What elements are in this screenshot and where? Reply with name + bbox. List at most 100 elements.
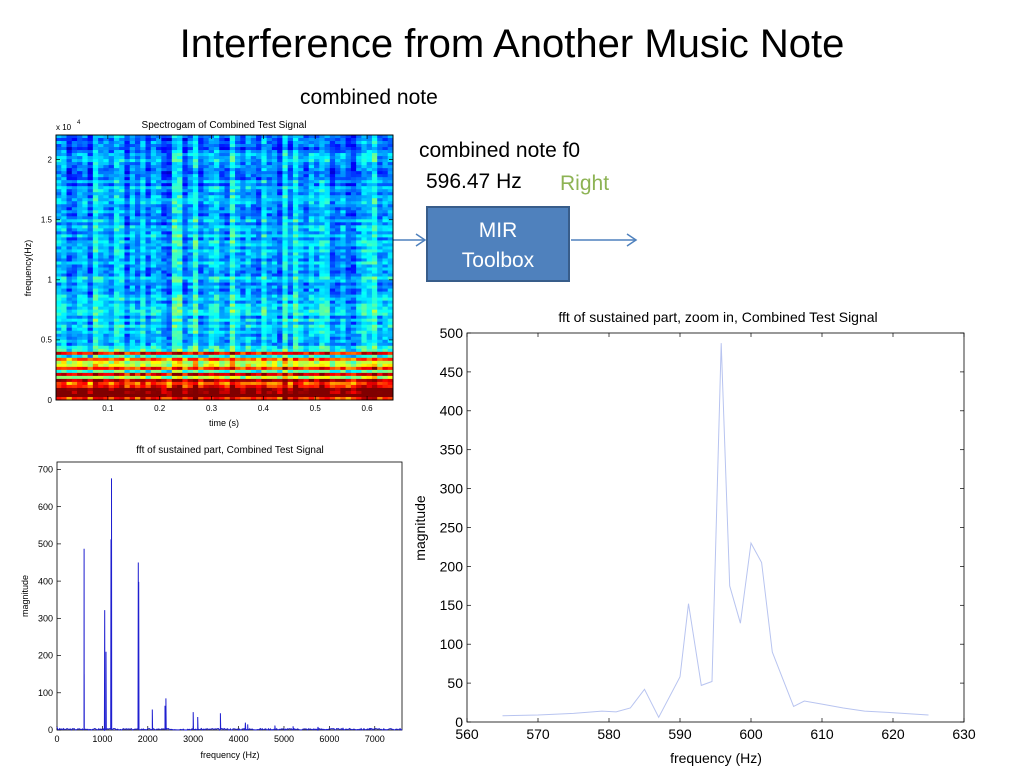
spectrogram-cell	[356, 240, 362, 244]
spectrogram-cell	[192, 351, 199, 356]
spectrogram-cell	[56, 252, 62, 256]
spectrogram-cell	[82, 183, 88, 187]
spectrogram-cell	[303, 318, 310, 323]
spectrogram-cell	[271, 156, 278, 160]
spectrogram-cell	[140, 333, 146, 338]
spectrogram-cell	[356, 360, 362, 365]
spectrogram-cell	[192, 360, 199, 365]
spectrogram-cell	[366, 228, 373, 232]
spectrogram-cell	[134, 321, 141, 326]
spectrogram-cell	[161, 138, 167, 142]
spectrogram-cell	[177, 177, 183, 181]
spectrogram-cell	[56, 339, 62, 344]
spectrogram-cell	[340, 156, 347, 160]
spectrogram-cell	[287, 267, 294, 271]
spectrogram-cell	[319, 165, 325, 169]
spectrogram-cell	[150, 303, 157, 308]
spectrogram-cell	[61, 348, 67, 353]
spectrogram-cell	[166, 216, 173, 220]
spectrogram-cell	[66, 285, 73, 289]
spectrogram-cell	[203, 207, 210, 211]
spectrogram-cell	[266, 189, 273, 193]
spectrogram-cell	[103, 192, 110, 196]
spectrogram-cell	[235, 213, 241, 217]
spectrogram-cell	[277, 312, 283, 317]
spectrogram-cell	[350, 138, 357, 142]
spectrogram-cell	[71, 171, 78, 175]
spectrogram-cell	[256, 198, 262, 202]
spectrogram-cell	[156, 339, 162, 344]
spectrogram-cell	[371, 201, 378, 205]
spectrogram-cell	[250, 261, 257, 265]
spectrogram-cell	[240, 324, 246, 329]
spectrogram-cell	[256, 351, 262, 356]
spectrogram-cell	[171, 159, 178, 163]
spectrogram-cell	[245, 294, 252, 299]
spectrogram-cell	[271, 270, 278, 274]
spectrogram-cell	[192, 168, 199, 172]
spectrogram-cell	[213, 159, 220, 163]
spectrogram-cell	[150, 348, 157, 353]
spectrogram-cell	[98, 183, 104, 187]
spectrogram-cell	[340, 300, 347, 305]
spectrogram-cell	[377, 195, 383, 199]
spectrogram-cell	[319, 318, 325, 323]
spectrogram-cell	[282, 246, 289, 250]
spectrogram-cell	[87, 138, 94, 142]
spectrogram-cell	[229, 258, 236, 262]
spectrogram-cell	[119, 150, 125, 154]
spectrogram-cell	[345, 171, 352, 175]
spectrogram-cell	[219, 213, 225, 217]
spectrogram-cell	[277, 198, 283, 202]
spectrogram-cell	[350, 300, 357, 305]
spectrogram-cell	[229, 165, 236, 169]
spectrogram-cell	[103, 339, 110, 344]
spectrogram-cell	[145, 153, 152, 157]
spectrogram-cell	[150, 363, 157, 368]
spectrogram-cell	[61, 219, 67, 223]
spectrogram-cell	[145, 270, 152, 274]
spectrogram-cell	[361, 150, 368, 154]
spectrogram-cell	[77, 159, 83, 163]
spectrogram-cell	[382, 162, 389, 166]
spectrogram-cell	[256, 363, 262, 368]
spectrogram-cell	[356, 318, 362, 323]
spectrogram-cell	[324, 255, 331, 259]
spectrogram-cell	[324, 249, 331, 253]
spectrogram-cell	[245, 306, 252, 311]
spectrogram-cell	[177, 150, 183, 154]
spectrogram-cell	[177, 243, 183, 247]
spectrogram-cell	[266, 312, 273, 317]
spectrogram-cell	[287, 159, 294, 163]
spectrogram-cell	[229, 264, 236, 268]
spectrogram-cell	[77, 243, 83, 247]
spectrogram-cell	[303, 255, 310, 259]
spectrogram-cell	[156, 342, 162, 347]
spectrogram-cell	[103, 276, 110, 280]
spectrogram-cell	[250, 135, 257, 139]
spectrogram-cell	[350, 171, 357, 175]
spectrogram-cell	[103, 318, 110, 323]
spectrogram-cell	[229, 300, 236, 305]
spectrogram-cell	[166, 210, 173, 214]
spectrogram-cell	[134, 285, 141, 289]
spectrogram-cell	[350, 264, 357, 268]
spectrogram-cell	[203, 138, 210, 142]
spectrogram-cell	[208, 354, 215, 359]
spectrogram-cell	[92, 243, 99, 247]
spectrogram-cell	[256, 225, 262, 229]
spectrogram-cell	[229, 243, 236, 247]
spectrogram-cell	[213, 315, 220, 320]
spectrogram-cell	[235, 324, 241, 329]
spectrogram-cell	[77, 216, 83, 220]
spectrogram-cell	[298, 180, 304, 184]
spectrogram-cell	[361, 345, 368, 350]
spectrogram-cell	[98, 159, 104, 163]
spectrogram-cell	[224, 135, 231, 139]
spectrogram-cell	[98, 225, 104, 229]
spectrogram-cell	[198, 207, 204, 211]
spectrogram-cell	[198, 285, 204, 289]
spectrogram-cell	[314, 312, 320, 317]
spectrogram-cell	[335, 318, 341, 323]
spectrogram-cell	[171, 141, 178, 145]
